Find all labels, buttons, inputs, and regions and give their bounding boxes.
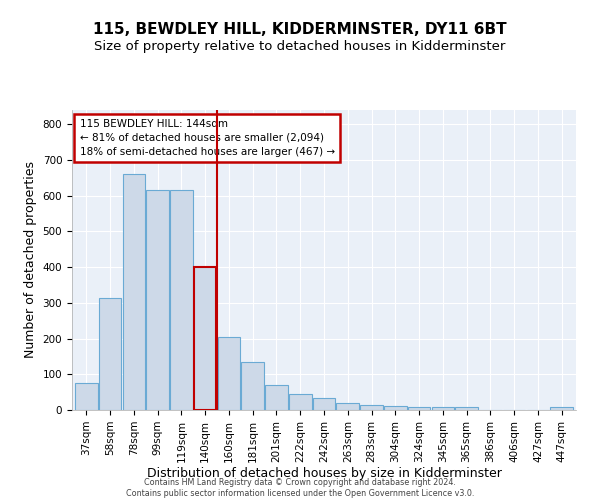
Bar xyxy=(455,407,478,410)
Bar xyxy=(408,407,430,410)
Bar xyxy=(550,407,573,410)
Bar xyxy=(313,398,335,410)
Bar xyxy=(384,406,407,410)
Bar xyxy=(218,337,240,410)
Bar xyxy=(170,190,193,410)
Bar xyxy=(360,404,383,410)
Bar xyxy=(122,174,145,410)
Bar xyxy=(337,403,359,410)
Y-axis label: Number of detached properties: Number of detached properties xyxy=(24,162,37,358)
X-axis label: Distribution of detached houses by size in Kidderminster: Distribution of detached houses by size … xyxy=(146,468,502,480)
Bar xyxy=(289,394,311,410)
Bar xyxy=(99,298,121,410)
Text: 115 BEWDLEY HILL: 144sqm
← 81% of detached houses are smaller (2,094)
18% of sem: 115 BEWDLEY HILL: 144sqm ← 81% of detach… xyxy=(80,119,335,157)
Text: Contains HM Land Registry data © Crown copyright and database right 2024.
Contai: Contains HM Land Registry data © Crown c… xyxy=(126,478,474,498)
Bar xyxy=(265,385,288,410)
Bar xyxy=(146,190,169,410)
Bar xyxy=(75,383,98,410)
Bar xyxy=(241,362,264,410)
Bar xyxy=(431,407,454,410)
Text: 115, BEWDLEY HILL, KIDDERMINSTER, DY11 6BT: 115, BEWDLEY HILL, KIDDERMINSTER, DY11 6… xyxy=(93,22,507,38)
Text: Size of property relative to detached houses in Kidderminster: Size of property relative to detached ho… xyxy=(94,40,506,53)
Bar xyxy=(194,267,217,410)
